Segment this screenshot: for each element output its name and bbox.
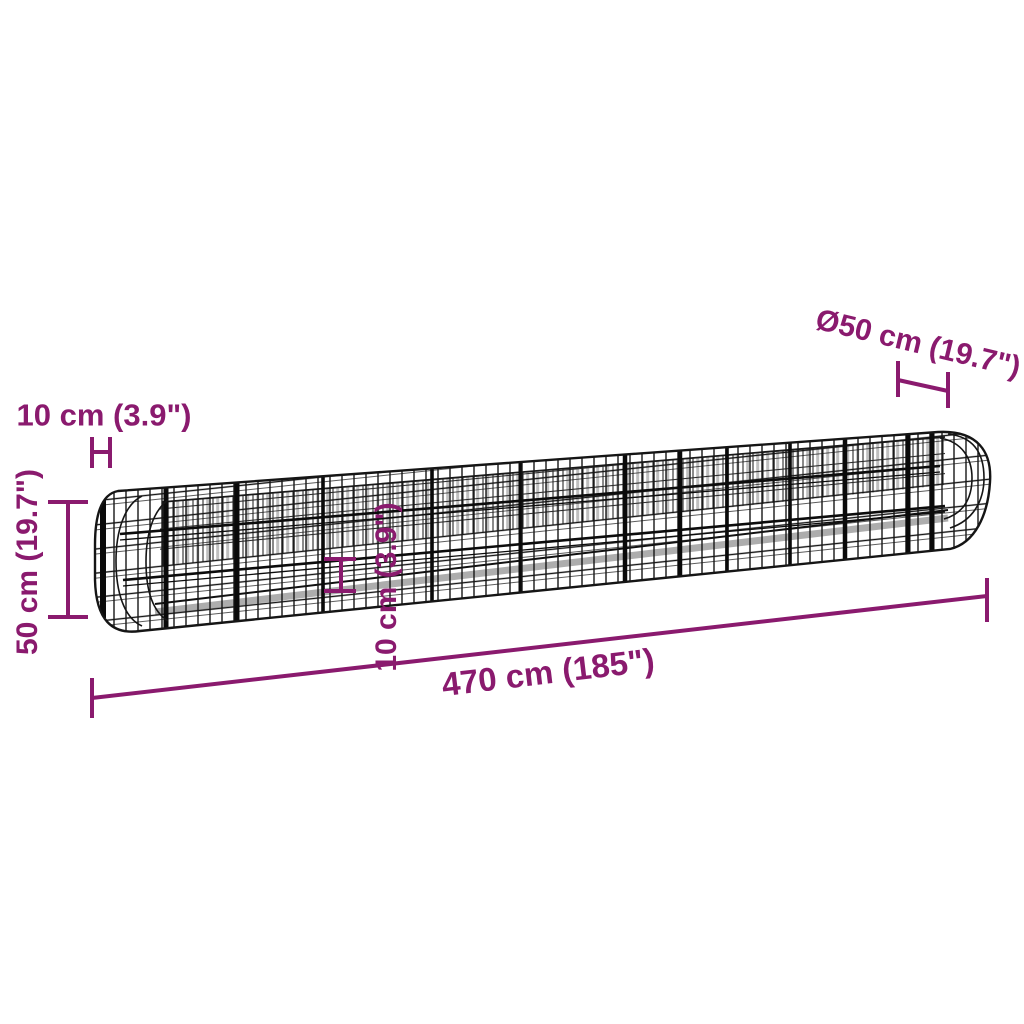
basket-outline (93, 430, 992, 633)
dim-top-width-marker (90, 437, 112, 468)
dim-diameter-marker (896, 361, 950, 408)
gabion-wireframe (93, 430, 992, 633)
dim-height-marker (48, 500, 88, 619)
label-mesh-depth: 10 cm (3.9") (370, 502, 403, 672)
heavy-wires (119, 464, 946, 587)
dim-length-marker (90, 578, 989, 718)
label-height: 50 cm (19.7") (11, 469, 44, 655)
end-cap-arcs (115, 433, 985, 627)
mesh-posts (100, 433, 935, 628)
dim-mesh-marker (324, 557, 356, 593)
label-top-width: 10 cm (3.9") (16, 397, 192, 433)
